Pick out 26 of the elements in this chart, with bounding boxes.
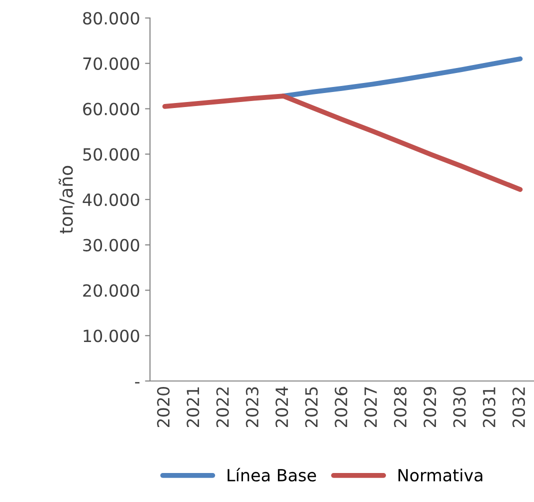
legend-label: Línea Base [228,468,316,482]
y-tick-label: 60.000 [83,102,140,116]
x-tick-label: 2025 [305,387,318,428]
x-tick-label: 2030 [453,386,466,428]
x-tick-label: 2032 [512,388,526,428]
x-tick-label: 2028 [394,387,407,428]
y-tick-label: 50.000 [83,148,140,161]
x-tick-label: 2021 [186,387,200,428]
x-tick-label: 2020 [157,386,170,428]
y-tick-label: 10.000 [84,330,140,342]
x-tick-label: 2026 [334,386,348,428]
y-axis-title: ton/año [58,166,74,234]
x-tick-label: 2022 [216,388,229,428]
y-tick-label: 80.000 [83,12,140,25]
y-tick-label: 20.000 [83,284,140,297]
x-tick-label: 2023 [246,387,258,428]
legend-label: Normativa [398,468,482,482]
x-tick-label: 2027 [364,387,377,428]
x-tick-label: 2029 [424,387,436,428]
y-tick-label: 30.000 [83,238,140,252]
y-tick-label: 70.000 [83,57,140,70]
x-tick-label: 2024 [276,386,288,428]
x-tick-label: 2031 [482,387,496,428]
y-tick-label: - [135,382,140,384]
line-series [162,94,523,192]
y-tick-label: 40.000 [82,193,140,206]
